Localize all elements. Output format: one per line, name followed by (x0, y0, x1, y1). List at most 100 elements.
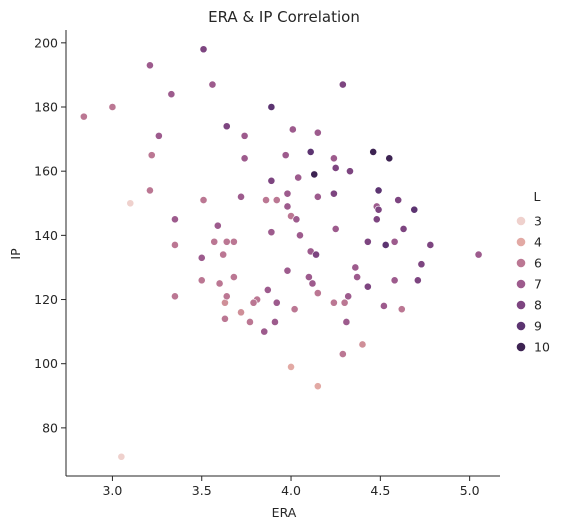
data-point (338, 80, 347, 89)
data-point (146, 186, 154, 195)
data-point (271, 318, 279, 326)
x-tick-label: 3.0 (102, 483, 122, 498)
data-point (397, 305, 406, 314)
data-point (210, 237, 219, 246)
data-point (413, 276, 422, 285)
points-layer (79, 45, 483, 461)
legend-label: 7 (534, 277, 542, 292)
data-point (171, 292, 179, 301)
data-point (263, 285, 272, 294)
legend: L 3 4 6 7 8 9 10 (516, 189, 550, 355)
data-point (240, 131, 249, 140)
data-point (385, 154, 394, 163)
y-tick-label: 160 (34, 164, 58, 179)
data-point (237, 308, 245, 317)
data-point (215, 279, 224, 288)
data-point (331, 164, 340, 172)
x-tick-label: 4.0 (281, 483, 301, 498)
data-point (390, 276, 399, 285)
data-point (363, 282, 372, 291)
data-point (353, 273, 362, 281)
data-point (108, 103, 117, 111)
data-point (147, 151, 156, 160)
data-point (381, 241, 390, 249)
data-point (267, 103, 276, 111)
data-point (331, 225, 340, 233)
data-point (283, 202, 292, 211)
legend-item: 8 (516, 298, 542, 313)
data-point (346, 167, 354, 176)
legend-marker (516, 300, 526, 310)
legend-label: 10 (534, 340, 550, 355)
data-point (399, 225, 408, 233)
data-point (267, 176, 276, 185)
data-point (229, 237, 238, 246)
x-tick-label: 5.0 (460, 483, 480, 498)
data-point (374, 205, 383, 214)
data-point (222, 122, 231, 131)
data-point (294, 173, 303, 182)
data-point (310, 170, 319, 179)
data-point (208, 80, 217, 89)
legend-item: 7 (516, 277, 542, 292)
chart-title: ERA & IP Correlation (208, 8, 360, 26)
data-point (308, 279, 317, 288)
data-point (287, 363, 295, 371)
data-point (281, 151, 290, 160)
data-point (380, 302, 388, 310)
data-point (410, 205, 419, 214)
legend-item: 3 (516, 214, 542, 229)
legend-marker (516, 279, 526, 289)
legend-title: L (534, 189, 541, 204)
legend-label: 8 (534, 298, 542, 313)
legend-label: 6 (534, 256, 542, 271)
data-point (171, 241, 179, 249)
data-point (222, 237, 231, 246)
data-point (296, 231, 304, 240)
legend-item: 9 (516, 319, 542, 334)
data-point (351, 263, 360, 272)
data-point (267, 228, 276, 237)
data-point (146, 61, 154, 70)
data-point (363, 237, 372, 246)
data-point (260, 327, 269, 336)
data-point (167, 90, 176, 99)
data-point (340, 298, 349, 307)
legend-label: 4 (534, 235, 542, 250)
data-point (79, 112, 88, 121)
y-tick-label: 200 (34, 35, 58, 50)
data-point (374, 186, 383, 195)
legend-marker (516, 321, 526, 331)
data-point (199, 196, 208, 204)
data-point (304, 273, 313, 281)
x-tick-label: 3.5 (192, 483, 212, 498)
data-point (272, 298, 281, 307)
data-point (338, 350, 347, 358)
data-point (126, 199, 135, 208)
data-point (199, 45, 208, 54)
x-tick-label: 4.5 (370, 483, 390, 498)
x-axis: 3.0 3.5 4.0 4.5 5.0 (66, 475, 500, 498)
legend-item: 10 (516, 340, 550, 355)
x-axis-title: ERA (272, 505, 297, 520)
legend-marker (516, 258, 526, 268)
data-point (237, 192, 245, 201)
legend-marker (516, 237, 526, 247)
legend-marker (516, 216, 526, 226)
legend-marker (516, 342, 526, 352)
data-point (342, 318, 351, 326)
data-point (222, 292, 231, 301)
data-point (313, 128, 322, 137)
data-point (369, 148, 378, 156)
legend-label: 3 (534, 214, 542, 229)
data-point (390, 237, 399, 246)
data-point (313, 192, 322, 201)
y-tick-label: 120 (34, 292, 58, 307)
data-point (306, 148, 315, 156)
data-point (417, 260, 426, 269)
y-axis-title: IP (8, 248, 23, 260)
legend-item: 6 (516, 256, 542, 271)
data-point (213, 221, 222, 230)
data-point (221, 298, 229, 307)
